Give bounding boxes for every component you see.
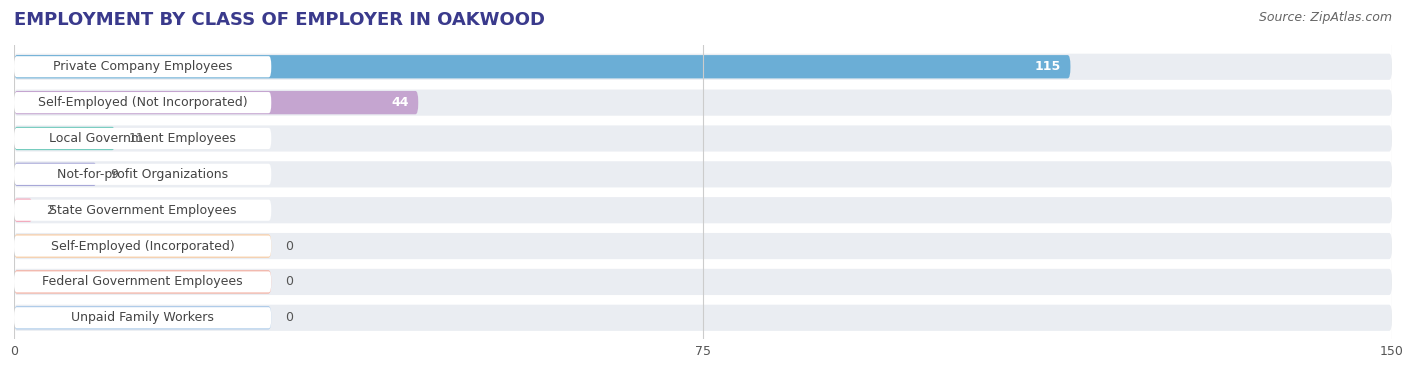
FancyBboxPatch shape bbox=[14, 269, 1392, 295]
Text: Unpaid Family Workers: Unpaid Family Workers bbox=[72, 311, 214, 324]
Text: Not-for-profit Organizations: Not-for-profit Organizations bbox=[58, 168, 228, 181]
Text: 9: 9 bbox=[111, 168, 118, 181]
Text: 115: 115 bbox=[1035, 60, 1062, 73]
FancyBboxPatch shape bbox=[14, 54, 1392, 80]
FancyBboxPatch shape bbox=[14, 91, 418, 114]
Text: Source: ZipAtlas.com: Source: ZipAtlas.com bbox=[1258, 11, 1392, 24]
Text: Self-Employed (Not Incorporated): Self-Employed (Not Incorporated) bbox=[38, 96, 247, 109]
Text: Private Company Employees: Private Company Employees bbox=[53, 60, 232, 73]
FancyBboxPatch shape bbox=[14, 55, 1070, 78]
FancyBboxPatch shape bbox=[14, 270, 271, 294]
FancyBboxPatch shape bbox=[14, 307, 271, 328]
FancyBboxPatch shape bbox=[14, 92, 271, 113]
FancyBboxPatch shape bbox=[14, 306, 271, 329]
Text: 0: 0 bbox=[285, 311, 292, 324]
FancyBboxPatch shape bbox=[14, 161, 1392, 187]
FancyBboxPatch shape bbox=[14, 200, 271, 221]
Text: Self-Employed (Incorporated): Self-Employed (Incorporated) bbox=[51, 239, 235, 253]
FancyBboxPatch shape bbox=[14, 164, 271, 185]
Text: Federal Government Employees: Federal Government Employees bbox=[42, 276, 243, 288]
FancyBboxPatch shape bbox=[14, 305, 1392, 331]
FancyBboxPatch shape bbox=[14, 56, 271, 77]
FancyBboxPatch shape bbox=[14, 163, 97, 186]
FancyBboxPatch shape bbox=[14, 127, 115, 150]
Text: 2: 2 bbox=[46, 204, 53, 217]
Text: Local Government Employees: Local Government Employees bbox=[49, 132, 236, 145]
Text: 44: 44 bbox=[391, 96, 409, 109]
FancyBboxPatch shape bbox=[14, 236, 271, 257]
FancyBboxPatch shape bbox=[14, 199, 32, 222]
FancyBboxPatch shape bbox=[14, 126, 1392, 152]
FancyBboxPatch shape bbox=[14, 234, 271, 258]
FancyBboxPatch shape bbox=[14, 128, 271, 149]
FancyBboxPatch shape bbox=[14, 271, 271, 293]
Text: EMPLOYMENT BY CLASS OF EMPLOYER IN OAKWOOD: EMPLOYMENT BY CLASS OF EMPLOYER IN OAKWO… bbox=[14, 11, 546, 29]
Text: 11: 11 bbox=[129, 132, 145, 145]
Text: 0: 0 bbox=[285, 276, 292, 288]
Text: State Government Employees: State Government Employees bbox=[49, 204, 236, 217]
FancyBboxPatch shape bbox=[14, 233, 1392, 259]
Text: 0: 0 bbox=[285, 239, 292, 253]
FancyBboxPatch shape bbox=[14, 89, 1392, 116]
FancyBboxPatch shape bbox=[14, 197, 1392, 223]
